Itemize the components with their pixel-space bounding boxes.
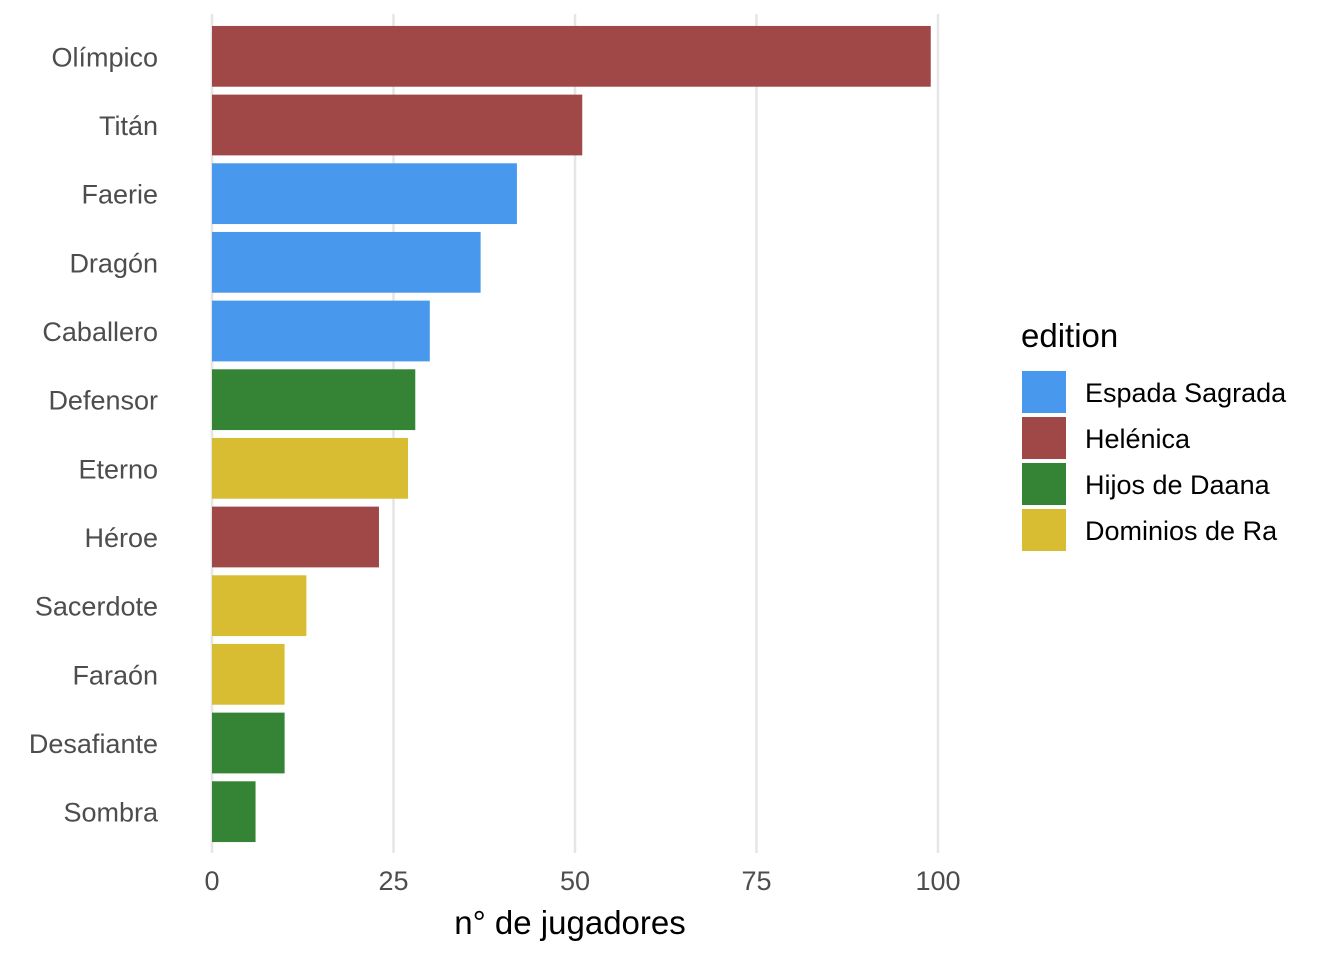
bar-titán (212, 94, 583, 156)
category-label: Olímpico (51, 42, 158, 72)
bars (212, 25, 931, 843)
category-label: Faerie (81, 180, 158, 210)
bar-faerie (212, 163, 517, 225)
legend-label: Dominios de Ra (1085, 516, 1278, 546)
x-tick-label: 100 (915, 866, 960, 896)
legend-label: Espada Sagrada (1085, 378, 1287, 408)
x-tick-label: 25 (378, 866, 408, 896)
bar-sombra (212, 781, 256, 843)
category-label: Titán (99, 111, 158, 141)
x-axis-title: n° de jugadores (454, 904, 686, 941)
legend-label: Hijos de Daana (1085, 470, 1271, 500)
legend-title: edition (1021, 317, 1118, 354)
bar-desafiante (212, 712, 285, 774)
category-label: Héroe (84, 523, 158, 553)
legend-swatch (1022, 417, 1066, 459)
x-tick-labels: 0 25 50 75 100 (204, 866, 960, 896)
bar-héroe (212, 506, 379, 568)
bar-defensor (212, 369, 416, 431)
category-label: Desafiante (29, 729, 158, 759)
bar-dragón (212, 231, 481, 293)
legend: edition Espada Sagrada Helénica Hijos de D… (1021, 317, 1287, 551)
category-label: Eterno (78, 454, 158, 484)
legend-label: Helénica (1085, 424, 1191, 454)
bar-olímpico (212, 25, 931, 87)
x-tick-label: 75 (741, 866, 771, 896)
category-label: Faraón (72, 660, 158, 690)
category-labels: Olímpico Titán Faerie Dragón Caballero Defens… (29, 42, 159, 827)
category-label: Sacerdote (35, 592, 158, 622)
legend-swatch (1022, 509, 1066, 551)
bar-faraón (212, 643, 285, 705)
bar-sacerdote (212, 575, 307, 637)
legend-swatch (1022, 371, 1066, 413)
category-label: Dragón (69, 248, 158, 278)
bar-eterno (212, 437, 409, 499)
category-label: Defensor (48, 386, 158, 416)
x-tick-label: 50 (560, 866, 590, 896)
category-label: Sombra (63, 798, 159, 828)
category-label: Caballero (42, 317, 158, 347)
x-tick-label: 0 (204, 866, 219, 896)
bar-caballero (212, 300, 430, 362)
legend-swatch (1022, 463, 1066, 505)
